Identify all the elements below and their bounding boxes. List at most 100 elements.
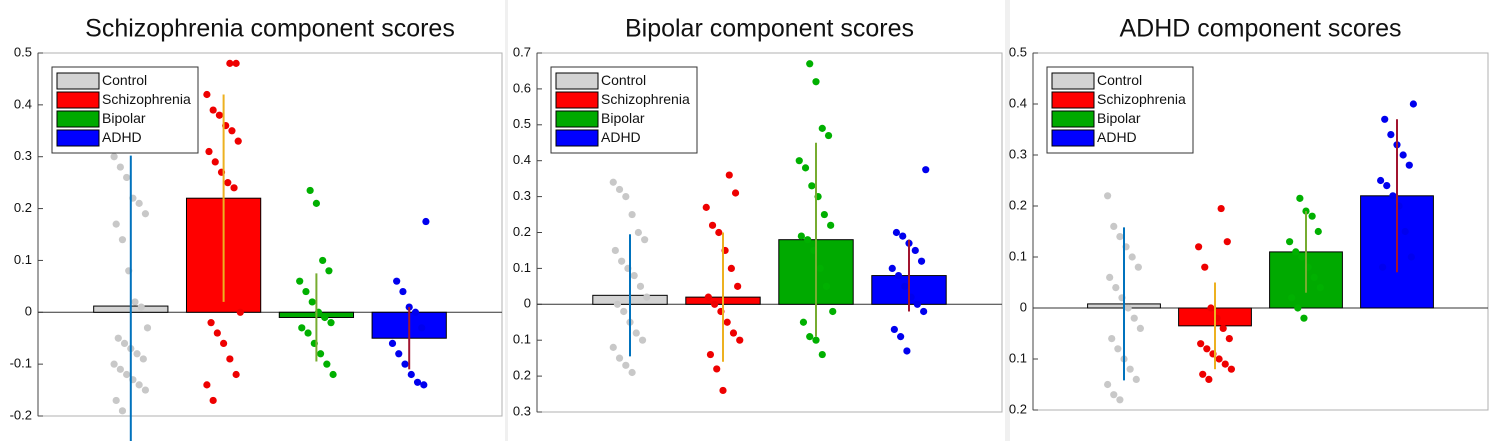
data-point [723, 318, 731, 326]
data-point [143, 324, 152, 332]
data-point [611, 246, 619, 255]
data-point [1401, 227, 1409, 236]
data-point [224, 179, 232, 187]
y-tick-label: 0.1 [1009, 350, 1027, 365]
data-point [1223, 238, 1231, 246]
data-point [116, 365, 124, 373]
data-point [818, 124, 826, 132]
y-tick-label: 0.3 [1009, 146, 1027, 161]
data-point [1294, 304, 1302, 312]
data-point [325, 267, 333, 275]
legend-label: Control [102, 72, 147, 88]
data-point [1110, 222, 1118, 230]
data-point [207, 319, 215, 327]
legend-swatch [555, 72, 599, 90]
data-point [913, 300, 921, 308]
data-point [1389, 192, 1397, 200]
data-point [892, 228, 901, 237]
y-tick-label: 0.2 [513, 368, 531, 383]
y-tick-label: 0.7 [513, 44, 531, 59]
data-point [388, 339, 397, 347]
data-point [213, 329, 221, 337]
data-point [615, 354, 624, 362]
data-point [399, 287, 407, 296]
data-point [123, 370, 131, 379]
data-point [1108, 335, 1116, 343]
data-point [407, 370, 415, 379]
chart: ADHD component scores 0.5 0.4 0.3 0.2 0.1 0 0.1… [1009, 0, 1495, 441]
data-point [1126, 365, 1134, 373]
data-point [1217, 204, 1225, 213]
data-point [827, 221, 835, 229]
data-point [620, 307, 628, 316]
data-point [232, 370, 240, 379]
data-point [708, 221, 717, 229]
data-point [628, 210, 636, 219]
legend-swatch [1051, 72, 1095, 90]
data-point [1221, 360, 1229, 368]
chart-title: ADHD component scores [1119, 15, 1401, 43]
data-point [1104, 380, 1112, 389]
data-point [1124, 304, 1132, 312]
data-point [1316, 284, 1324, 292]
chart: Bipolar component scores 0.7 0.6 0.5 0.4 0.3 0… [508, 0, 1005, 441]
data-point [634, 228, 642, 237]
y-tick-label: 0.2 [1009, 197, 1027, 212]
data-point [228, 127, 236, 135]
data-point [203, 90, 211, 99]
data-point [321, 313, 329, 322]
data-point [829, 307, 837, 316]
y-tick-label: 0.5 [14, 44, 32, 59]
data-point [812, 336, 820, 344]
data-point [232, 59, 240, 67]
data-point [304, 329, 312, 337]
y-tick-label: 0.4 [14, 96, 32, 111]
chart: Schizophrenia component scores 0.5 0.4 0.3 0… [0, 0, 505, 441]
data-point [302, 287, 310, 296]
data-point [630, 271, 638, 280]
y-tick-label: 0.2 [14, 200, 32, 215]
data-point [1197, 340, 1205, 348]
data-point [901, 282, 909, 290]
data-point [797, 232, 805, 240]
data-point [112, 220, 120, 228]
data-point [329, 370, 337, 379]
y-tick-label: 0.1 [513, 260, 531, 275]
data-point [1195, 243, 1203, 251]
data-point [1112, 284, 1120, 292]
data-point [808, 182, 816, 190]
data-point [1288, 294, 1296, 302]
y-tick-label: 0.3 [513, 188, 531, 203]
legend-swatch [555, 110, 599, 128]
data-point [203, 381, 211, 389]
data-point [922, 166, 930, 174]
legend-swatch [555, 91, 599, 109]
data-point [820, 210, 828, 219]
data-point [1381, 115, 1389, 123]
data-point [1215, 355, 1223, 363]
data-point [638, 336, 647, 344]
data-point [911, 246, 919, 255]
data-point [323, 360, 331, 368]
data-point [141, 386, 150, 394]
data-point [1407, 253, 1415, 261]
data-point [711, 300, 719, 308]
data-point [1136, 324, 1144, 332]
data-point [1310, 273, 1318, 281]
data-point [609, 178, 617, 186]
y-tick-label: 0.4 [1009, 95, 1027, 110]
legend-label: Bipolar [1097, 110, 1141, 126]
y-tick-label: 0.1 [1009, 248, 1027, 263]
data-point [209, 106, 217, 114]
data-point [812, 78, 820, 86]
data-point [1134, 263, 1142, 271]
data-point [1383, 182, 1391, 190]
data-point [903, 347, 911, 355]
data-point [1201, 263, 1209, 271]
data-point [1399, 151, 1407, 159]
data-point [1130, 314, 1138, 322]
data-point [308, 298, 316, 306]
data-point [209, 396, 217, 405]
legend-label: Bipolar [102, 110, 146, 126]
